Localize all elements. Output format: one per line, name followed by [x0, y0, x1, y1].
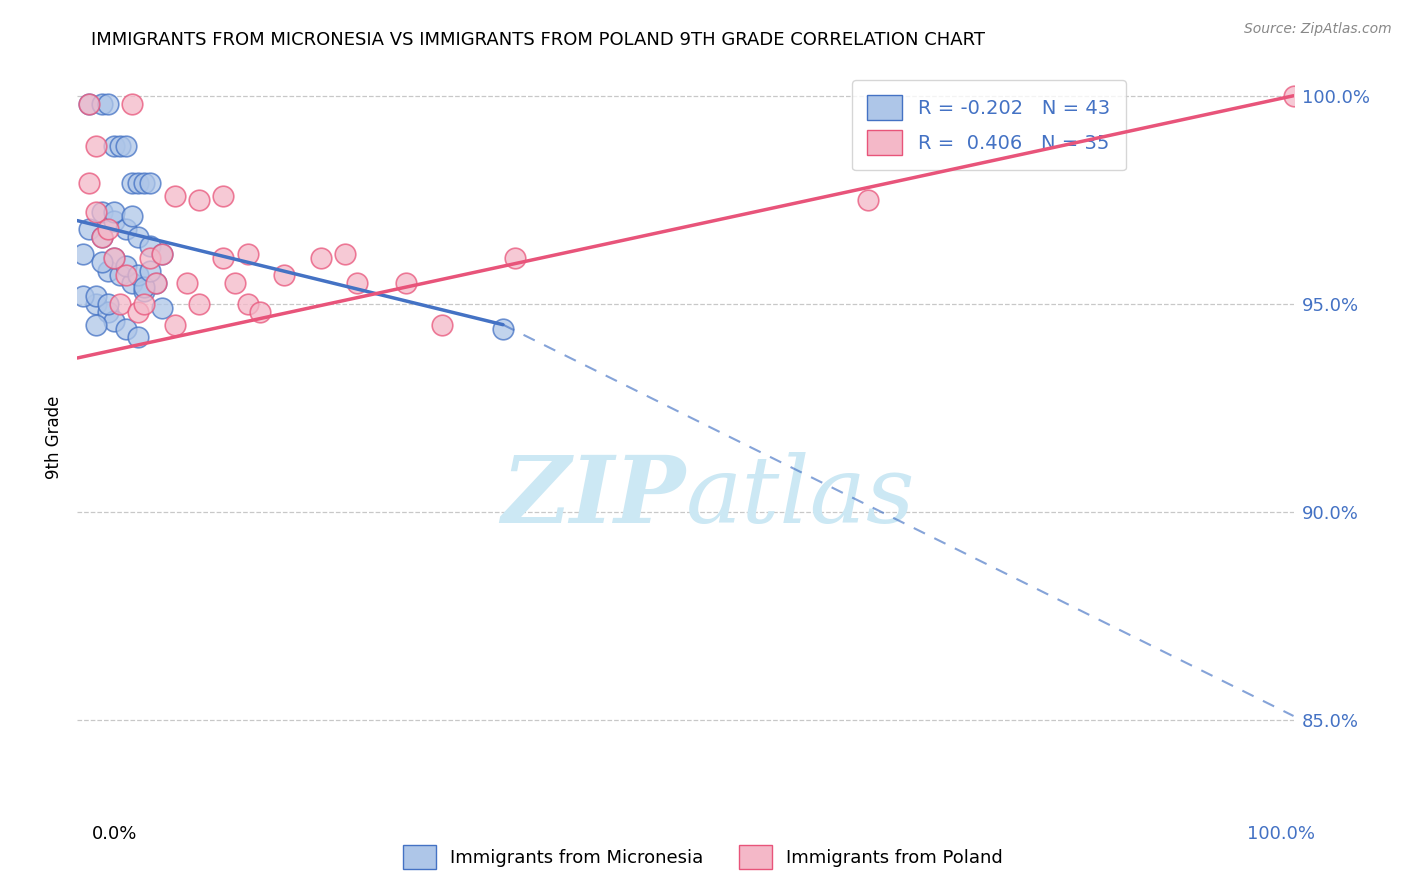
Point — [145, 276, 167, 290]
Point — [84, 297, 107, 311]
Point — [121, 97, 143, 112]
Point — [72, 288, 94, 302]
Point — [139, 263, 162, 277]
Point — [115, 222, 138, 236]
Y-axis label: 9th Grade: 9th Grade — [45, 395, 63, 479]
Point — [115, 322, 138, 336]
Legend: Immigrants from Micronesia, Immigrants from Poland: Immigrants from Micronesia, Immigrants f… — [395, 838, 1011, 876]
Point — [395, 276, 418, 290]
Point — [139, 251, 162, 265]
Point — [152, 247, 174, 261]
Point — [103, 313, 125, 327]
Point — [72, 247, 94, 261]
Point — [249, 305, 271, 319]
Point — [79, 222, 101, 236]
Point — [97, 297, 120, 311]
Point — [90, 230, 112, 244]
Point — [134, 176, 156, 190]
Point — [134, 285, 156, 299]
Point — [97, 97, 120, 112]
Text: 100.0%: 100.0% — [1247, 825, 1315, 843]
Point — [79, 97, 101, 112]
Point — [97, 305, 120, 319]
Point — [212, 188, 235, 202]
Point — [127, 268, 149, 282]
Point — [84, 318, 107, 332]
Point — [346, 276, 368, 290]
Point — [84, 205, 107, 219]
Point — [134, 280, 156, 294]
Point — [145, 276, 167, 290]
Point — [856, 193, 879, 207]
Point — [90, 97, 112, 112]
Point — [127, 176, 149, 190]
Point — [139, 238, 162, 252]
Point — [90, 230, 112, 244]
Point — [103, 251, 125, 265]
Point — [115, 138, 138, 153]
Point — [309, 251, 332, 265]
Point — [121, 276, 143, 290]
Point — [212, 251, 235, 265]
Point — [97, 222, 120, 236]
Point — [152, 301, 174, 315]
Point — [115, 260, 138, 274]
Point — [84, 288, 107, 302]
Point — [236, 247, 259, 261]
Text: Source: ZipAtlas.com: Source: ZipAtlas.com — [1244, 22, 1392, 37]
Point — [236, 297, 259, 311]
Point — [84, 138, 107, 153]
Text: ZIP: ZIP — [501, 452, 686, 542]
Point — [103, 213, 125, 227]
Point — [127, 330, 149, 344]
Text: IMMIGRANTS FROM MICRONESIA VS IMMIGRANTS FROM POLAND 9TH GRADE CORRELATION CHART: IMMIGRANTS FROM MICRONESIA VS IMMIGRANTS… — [91, 31, 986, 49]
Point — [121, 176, 143, 190]
Point — [90, 205, 112, 219]
Point — [121, 210, 143, 224]
Point — [273, 268, 295, 282]
Point — [127, 230, 149, 244]
Point — [503, 251, 526, 265]
Point — [176, 276, 198, 290]
Text: atlas: atlas — [686, 452, 915, 542]
Point — [188, 193, 211, 207]
Point — [97, 263, 120, 277]
Point — [115, 268, 138, 282]
Point — [163, 188, 186, 202]
Point — [134, 297, 156, 311]
Point — [108, 268, 131, 282]
Point — [103, 138, 125, 153]
Point — [139, 176, 162, 190]
Point — [1282, 88, 1305, 103]
Point — [152, 247, 174, 261]
Point — [333, 247, 356, 261]
Point — [79, 176, 101, 190]
Text: 0.0%: 0.0% — [91, 825, 136, 843]
Point — [103, 205, 125, 219]
Point — [492, 322, 515, 336]
Point — [90, 255, 112, 269]
Point — [108, 138, 131, 153]
Point — [163, 318, 186, 332]
Point — [224, 276, 246, 290]
Point — [127, 305, 149, 319]
Point — [103, 251, 125, 265]
Legend: R = -0.202   N = 43, R =  0.406   N = 35: R = -0.202 N = 43, R = 0.406 N = 35 — [852, 79, 1126, 170]
Point — [188, 297, 211, 311]
Point — [430, 318, 453, 332]
Point — [108, 297, 131, 311]
Point — [79, 97, 101, 112]
